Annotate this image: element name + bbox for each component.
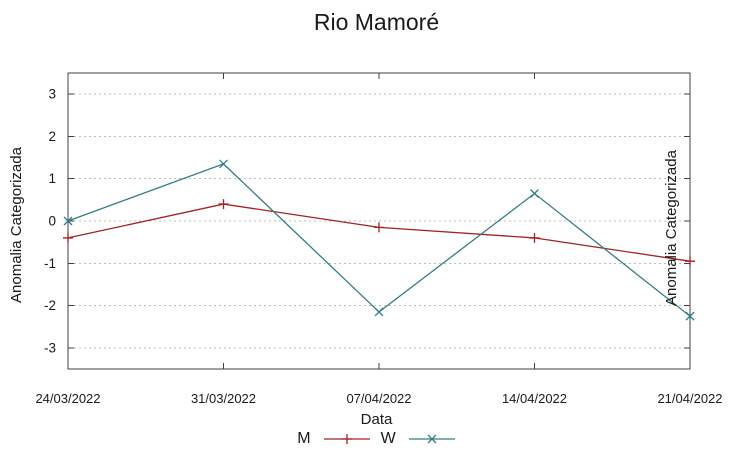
y-tick-label: -1 <box>44 256 56 271</box>
legend-sample-cross <box>408 434 455 444</box>
legend-sample-plus <box>323 434 370 444</box>
cross-marker <box>219 159 228 169</box>
series-line-W <box>67 163 691 317</box>
y-tick-label: 0 <box>48 214 56 229</box>
x-tick-label: 31/03/2022 <box>191 391 256 406</box>
y-axis-label: Anomalia Categorizada <box>8 147 25 303</box>
plus-marker <box>63 232 73 243</box>
series-line-M <box>67 203 691 262</box>
plus-marker <box>529 232 540 243</box>
plus-marker <box>374 222 384 233</box>
x-tick-label: 24/03/2022 <box>35 391 100 406</box>
plus-marker <box>218 199 229 210</box>
cross-marker <box>530 189 539 198</box>
x-tick-label: 07/04/2022 <box>346 391 411 406</box>
y-tick-label: 1 <box>48 171 56 186</box>
plus-marker <box>685 256 695 267</box>
legend-item-W: W <box>381 430 456 448</box>
legend-label: M <box>297 430 311 447</box>
x-tick-label: 14/04/2022 <box>502 391 567 406</box>
cross-marker <box>63 216 73 226</box>
x-axis-label: Data <box>360 411 393 428</box>
adjacent-chart-y-axis-label: Anomalia Categorizada <box>663 150 680 306</box>
chart-title: Rio Mamoré <box>313 9 440 35</box>
y-tick-label: 2 <box>48 129 56 144</box>
y-tick-label: -2 <box>44 298 56 313</box>
y-tick-label: -3 <box>44 340 56 355</box>
y-tick-label: 3 <box>48 87 56 102</box>
cross-marker <box>374 307 384 317</box>
cross-marker <box>685 311 695 321</box>
legend-item-M: M <box>297 430 370 448</box>
x-tick-label: 21/04/2022 <box>657 391 722 406</box>
legend-label: W <box>380 430 396 447</box>
